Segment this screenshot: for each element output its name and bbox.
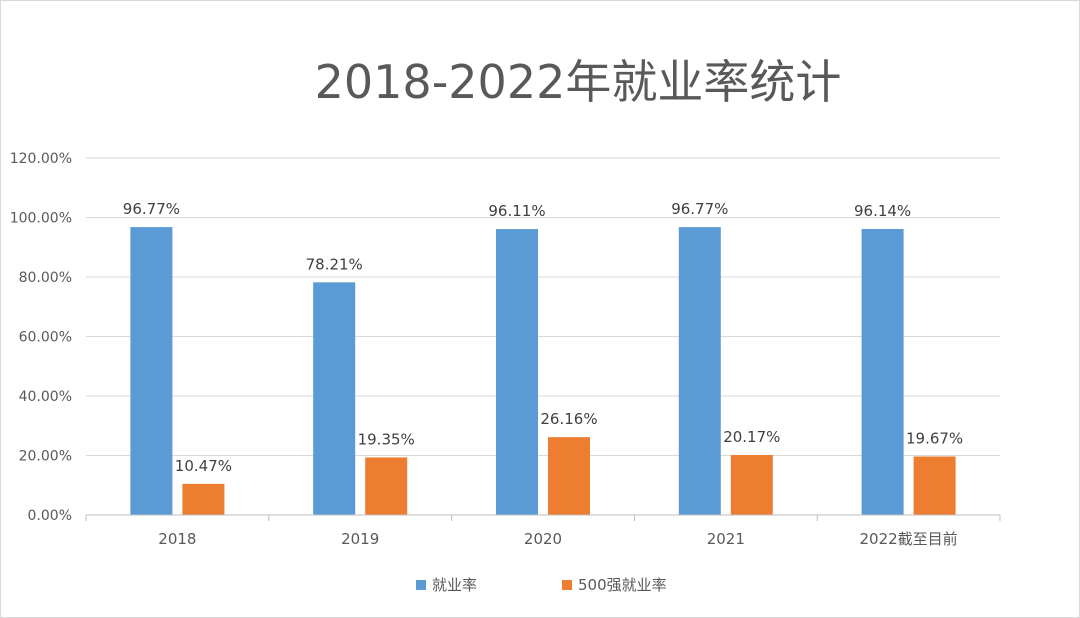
data-label: 10.47%: [175, 457, 232, 475]
bar: [365, 457, 408, 515]
bar: [861, 228, 904, 515]
y-tick-label: 0.00%: [28, 508, 72, 524]
legend-swatch: [416, 580, 426, 590]
bar: [913, 456, 956, 515]
data-label: 96.77%: [123, 200, 180, 218]
data-label: 20.17%: [723, 428, 780, 446]
bar: [496, 229, 538, 515]
x-tick-label: 2019: [341, 530, 379, 548]
bar: [730, 454, 773, 515]
x-tick-label: 2022截至目前: [860, 530, 958, 548]
chart-title: 2018-2022年就业率统计: [314, 55, 842, 109]
x-tick-label: 2020: [524, 530, 562, 548]
bar: [548, 437, 590, 515]
data-label: 19.35%: [358, 430, 415, 448]
y-tick-label: 80.00%: [19, 270, 72, 286]
x-tick-label: 2018: [158, 530, 196, 548]
legend-swatch: [562, 580, 572, 590]
data-label: 19.67%: [906, 429, 963, 447]
y-tick-label: 100.00%: [10, 211, 72, 227]
bar: [313, 282, 356, 515]
bar: [678, 227, 721, 515]
bar: [182, 483, 225, 515]
bar: [130, 227, 173, 515]
legend-label: 就业率: [432, 576, 477, 594]
x-tick-label: 2021: [707, 530, 745, 548]
y-tick-label: 40.00%: [19, 389, 72, 405]
data-label: 78.21%: [306, 255, 363, 273]
data-label: 26.16%: [540, 410, 597, 428]
y-tick-label: 120.00%: [10, 151, 72, 167]
data-label: 96.14%: [854, 202, 911, 220]
data-label: 96.77%: [671, 200, 728, 218]
data-label: 96.11%: [488, 202, 545, 220]
y-tick-label: 60.00%: [19, 330, 72, 346]
legend-label: 500强就业率: [578, 576, 667, 594]
y-tick-label: 20.00%: [19, 449, 72, 465]
